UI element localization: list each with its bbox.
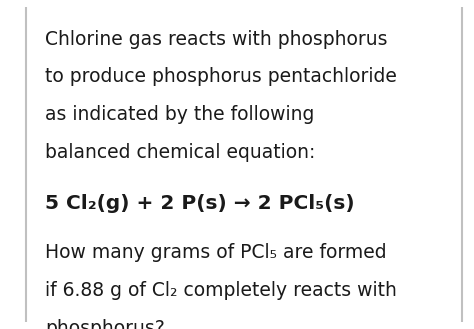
- Text: phosphorus?: phosphorus?: [45, 319, 165, 329]
- Text: to produce phosphorus pentachloride: to produce phosphorus pentachloride: [45, 67, 397, 87]
- Text: as indicated by the following: as indicated by the following: [45, 105, 314, 124]
- Text: balanced chemical equation:: balanced chemical equation:: [45, 143, 315, 162]
- Text: 5 Cl₂(g) + 2 P(s) → 2 PCl₅(s): 5 Cl₂(g) + 2 P(s) → 2 PCl₅(s): [45, 194, 355, 213]
- Text: How many grams of PCl₅ are formed: How many grams of PCl₅ are formed: [45, 243, 387, 263]
- Text: Chlorine gas reacts with phosphorus: Chlorine gas reacts with phosphorus: [45, 30, 388, 49]
- Text: if 6.88 g of Cl₂ completely reacts with: if 6.88 g of Cl₂ completely reacts with: [45, 281, 397, 300]
